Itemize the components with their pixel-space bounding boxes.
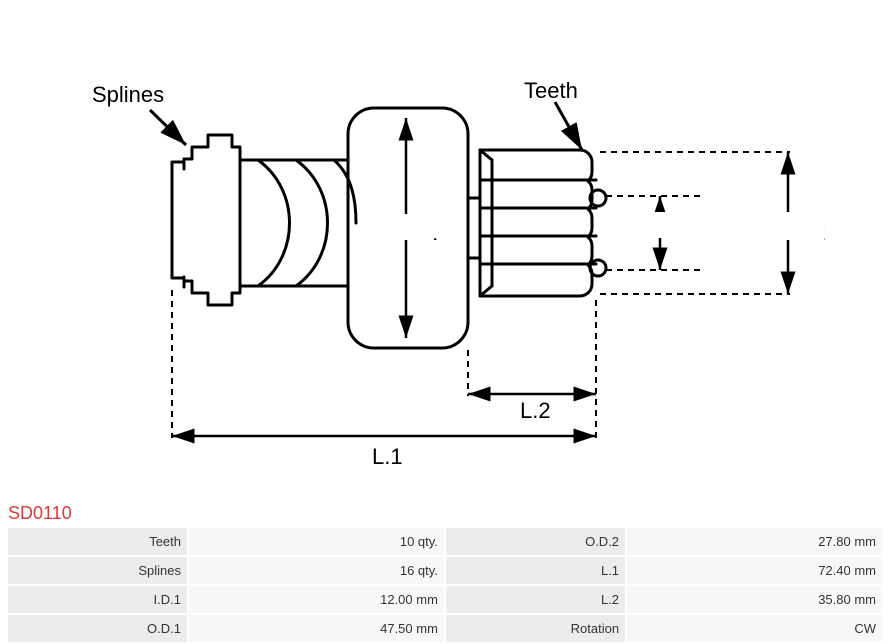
spec-value: 35.80 mm (627, 586, 882, 613)
spec-key: Teeth (8, 528, 187, 555)
table-row: Splines 16 qty. L.1 72.40 mm (8, 557, 882, 584)
spec-key: Splines (8, 557, 187, 584)
spec-value: 27.80 mm (627, 528, 882, 555)
spec-value: CW (627, 615, 882, 642)
spec-key: O.D.2 (446, 528, 625, 555)
table-row: O.D.1 47.50 mm Rotation CW (8, 615, 882, 642)
table-row: I.D.1 12.00 mm L.2 35.80 mm (8, 586, 882, 613)
spec-key: O.D.1 (8, 615, 187, 642)
diagram-area: Splines Teeth O.D.1 I.D.1 O.D.2 L.1 L.2 (0, 0, 889, 495)
spec-value: 12.00 mm (189, 586, 444, 613)
spec-table: Teeth 10 qty. O.D.2 27.80 mm Splines 16 … (6, 526, 884, 644)
spec-key: L.2 (446, 586, 625, 613)
spec-key: L.1 (446, 557, 625, 584)
spec-value: 16 qty. (189, 557, 444, 584)
spec-value: 10 qty. (189, 528, 444, 555)
table-row: Teeth 10 qty. O.D.2 27.80 mm (8, 528, 882, 555)
spec-key: I.D.1 (8, 586, 187, 613)
spec-value: 72.40 mm (627, 557, 882, 584)
spec-value: 47.50 mm (189, 615, 444, 642)
spec-key: Rotation (446, 615, 625, 642)
part-code: SD0110 (0, 495, 889, 526)
